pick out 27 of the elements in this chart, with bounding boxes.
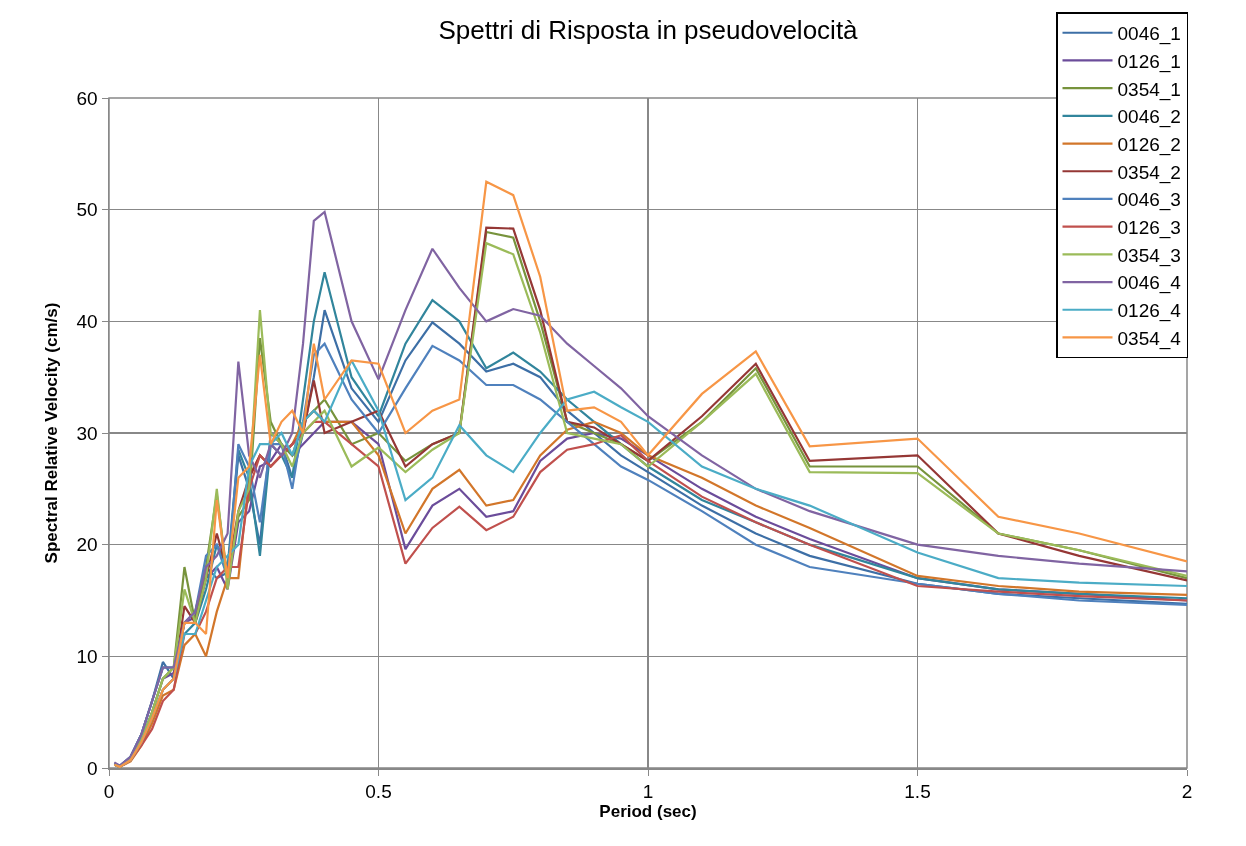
y-tick-label: 60 [76, 87, 98, 109]
legend-label: 0354_2 [1117, 161, 1181, 184]
x-tick-label: 2 [1181, 781, 1193, 803]
legend-label: 0046_4 [1117, 272, 1182, 295]
y-tick-label: 0 [87, 757, 98, 779]
x-tick-label: 1.5 [904, 781, 931, 803]
x-tick-label: 0 [103, 781, 115, 803]
legend-label: 0046_3 [1117, 189, 1181, 212]
legend-label: 0354_3 [1117, 244, 1181, 267]
y-tick-label: 20 [76, 534, 98, 556]
y-tick-label: 40 [76, 310, 98, 332]
y-tick-label: 50 [76, 199, 98, 221]
legend-label: 0354_1 [1117, 78, 1181, 101]
y-tick-label: 10 [76, 645, 98, 667]
y-axis-title: Spectral Relative Velocity (cm/s) [42, 302, 62, 564]
chart-title: Spettri di Risposta in pseudovelocità [438, 15, 859, 46]
x-tick-label: 1 [642, 781, 654, 803]
y-tick-label: 30 [76, 422, 98, 444]
legend-label: 0126_2 [1117, 133, 1181, 156]
legend-label: 0046_2 [1117, 106, 1181, 129]
legend-label: 0046_1 [1117, 23, 1181, 46]
x-axis-title: Period (sec) [599, 802, 697, 822]
legend-label: 0126_3 [1117, 217, 1181, 240]
x-tick-label: 0.5 [365, 781, 392, 803]
legend-label: 0126_1 [1117, 50, 1181, 73]
legend-label: 0354_4 [1117, 327, 1182, 350]
legend-label: 0126_4 [1117, 300, 1182, 323]
